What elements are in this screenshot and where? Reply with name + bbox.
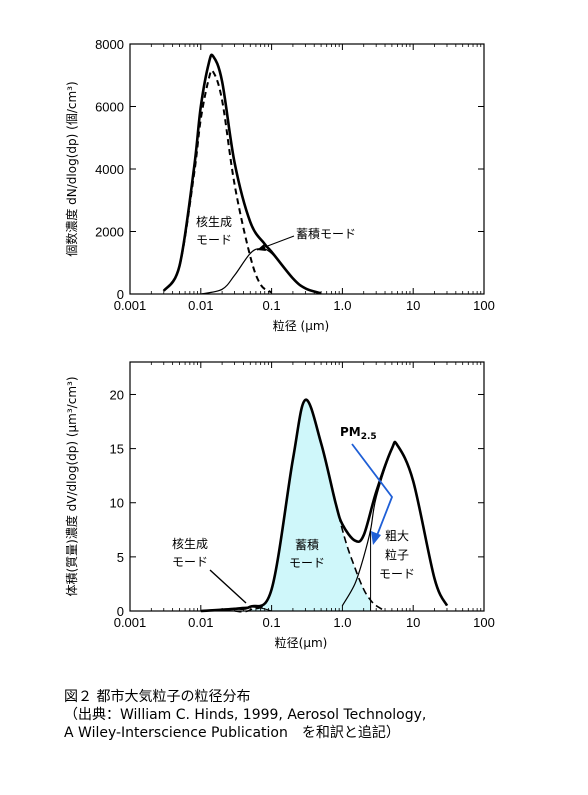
- x-tick-label-1: 0.001: [114, 298, 147, 313]
- y-tick-label-1: 6000: [95, 100, 124, 115]
- y-tick-label-2: 0: [117, 604, 124, 619]
- annotation-pm25: PM2.5: [340, 425, 377, 442]
- x-tick-label-2: 1.0: [333, 615, 351, 630]
- y-tick-label-2: 20: [110, 387, 124, 402]
- annotation-nucleation-mode-2b: モード: [172, 555, 208, 569]
- annotation-accumulation-mode-2: 蓄積: [295, 537, 319, 552]
- pm25-arrow-line: [351, 443, 394, 539]
- annotation-coarse-mode-2: 粒子: [385, 547, 409, 562]
- x-tick-label-2: 100: [473, 615, 495, 630]
- series-nucleation-line: [162, 69, 273, 294]
- series-total-line-2: [200, 398, 449, 613]
- annotation-arrowhead-accumulation: [257, 244, 266, 251]
- y-tick-label-1: 8000: [95, 37, 124, 52]
- plot-frame-1: [129, 43, 485, 295]
- x-tick-label-2: 0.1: [263, 615, 281, 630]
- caption-publisher: A Wiley-Interscience Publication を和訳と追記）: [64, 725, 400, 741]
- annotation-leader-nucleation-2: [209, 569, 247, 604]
- caption-source: （出典：William C. Hinds, 1999, Aerosol Tech…: [64, 707, 427, 723]
- annotation-nucleation-mode: 核生成: [196, 215, 232, 229]
- annotation-accumulation-mode: 蓄積モード: [296, 226, 356, 241]
- y-tick-label-1: 4000: [95, 162, 124, 177]
- y-tick-label-2: 10: [110, 496, 124, 511]
- x-axis-label-1: 粒径 (μm): [273, 318, 330, 333]
- plot-frame-2: [129, 361, 485, 612]
- series-total-line: [162, 53, 322, 295]
- pm25-shaded-area: [234, 399, 371, 612]
- y-tick-label-2: 15: [110, 442, 124, 457]
- annotation-nucleation-mode-2: モード: [196, 233, 232, 247]
- x-tick-label-1: 0.01: [188, 298, 213, 313]
- x-tick-label-2: 10: [406, 615, 420, 630]
- x-tick-label-2: 0.001: [114, 615, 147, 630]
- y-tick-label-1: 2000: [95, 225, 124, 240]
- y-axis-label-1: 個数濃度 dN/dlog(dp) (個/cm³): [64, 81, 79, 256]
- x-tick-label-2: 0.01: [188, 615, 213, 630]
- x-tick-label-1: 1.0: [333, 298, 351, 313]
- x-tick-label-1: 100: [473, 298, 495, 313]
- annotation-pm25-subscript: 2.5: [361, 432, 377, 442]
- y-tick-label-1: 0: [117, 287, 124, 302]
- annotation-accumulation-mode-2b: モード: [289, 556, 325, 570]
- series-nucleation-bump: [221, 606, 272, 612]
- annotation-coarse-mode: 粗大: [385, 529, 409, 543]
- x-tick-label-1: 0.1: [263, 298, 281, 313]
- x-axis-label-2: 粒径(μm): [275, 635, 328, 650]
- y-axis-label-2: 体積(質量)濃度 dV/dlog(dp) (μm³/cm³): [64, 376, 79, 596]
- y-tick-label-2: 5: [117, 550, 124, 565]
- caption-title: 図２ 都市大気粒子の粒径分布: [64, 689, 251, 705]
- x-tick-label-1: 10: [406, 298, 420, 313]
- annotation-coarse-mode-3: モード: [379, 567, 415, 581]
- pm25-arrowhead: [371, 531, 381, 545]
- annotation-nucleation-mode-2: 核生成: [172, 537, 208, 551]
